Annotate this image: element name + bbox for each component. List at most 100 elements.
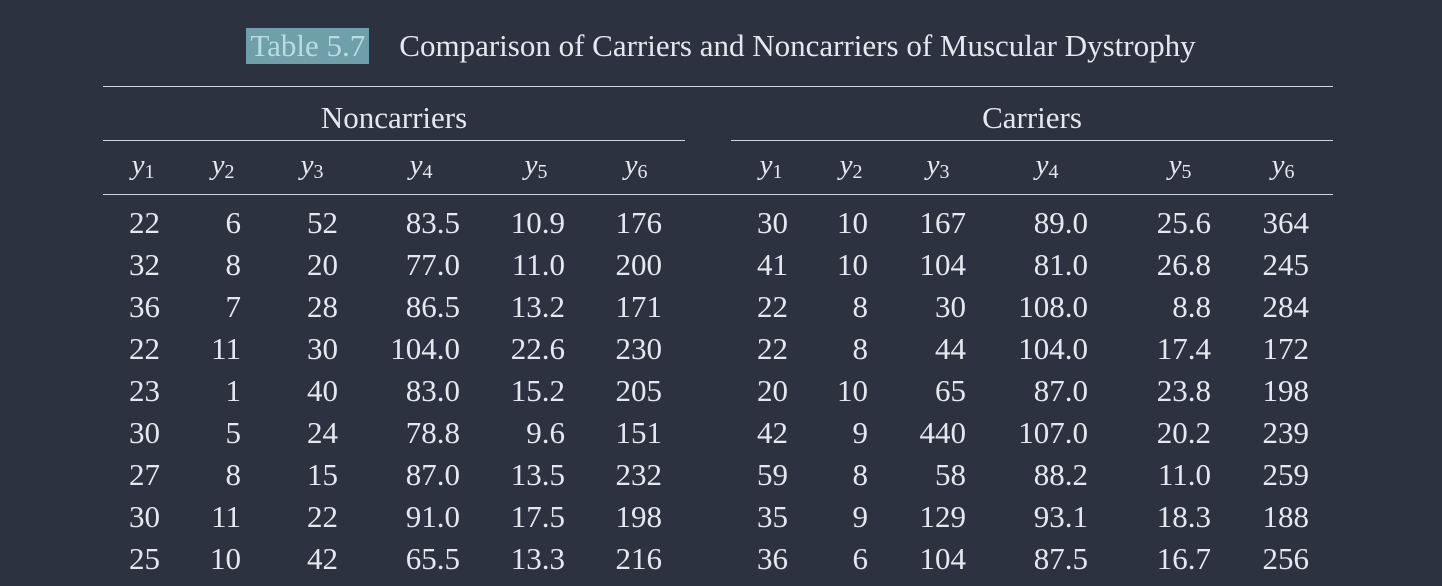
table-cell: 30 [307, 331, 338, 366]
table-cell: 10.9 [510, 205, 565, 240]
column-header-var: y [624, 149, 638, 181]
table-cell: 91.0 [405, 499, 460, 534]
table-cell: 24 [307, 415, 338, 450]
column-header-var: y [524, 149, 538, 181]
table-cell: 172 [1262, 331, 1310, 366]
table-cell: 232 [615, 457, 663, 492]
table-cell: 440 [919, 415, 967, 450]
column-header-var: y [409, 149, 423, 181]
table-cell: 22 [757, 331, 788, 366]
table-cell: 20 [307, 247, 338, 282]
table-cell: 256 [1262, 541, 1310, 576]
table-row: 22 11 30 104.0 22.6 230 22 8 44 104.0 17.4 172 [0, 328, 1442, 370]
table-cell: 129 [919, 499, 967, 534]
column-header-var: y [759, 149, 773, 181]
table-cell: 22 [129, 205, 160, 240]
column-header-subscript: 1 [144, 161, 155, 183]
table-row: 23 1 40 83.0 15.2 205 20 10 65 87.0 23.8 198 [0, 370, 1442, 412]
carriers-group-rule [731, 140, 1333, 141]
column-header-subscript: 3 [939, 161, 950, 183]
table-cell: 32 [129, 247, 160, 282]
column-header-subscript: 1 [772, 161, 783, 183]
table-cell: 104 [919, 247, 967, 282]
table-cell: 284 [1262, 289, 1310, 324]
table-row: 32 8 20 77.0 11.0 200 41 10 104 81.0 26.8 245 [0, 244, 1442, 286]
table-cell: 15.2 [510, 373, 565, 408]
table-cell: 93.1 [1033, 499, 1088, 534]
table-cell: 44 [935, 331, 966, 366]
group-heading-noncarriers: Noncarriers [320, 100, 468, 135]
table-cell: 11.0 [1157, 457, 1211, 492]
table-row: 30 5 24 78.8 9.6 151 42 9 440 107.0 20.2 239 [0, 412, 1442, 454]
column-header-subscript: 2 [852, 161, 863, 183]
table-cell: 10 [837, 247, 868, 282]
table-cell: 87.0 [1033, 373, 1088, 408]
table-cell: 35 [757, 499, 788, 534]
column-header-carriers-y5: y5 [1140, 146, 1220, 187]
table-cell: 77.0 [405, 247, 460, 282]
table-cell: 58 [935, 457, 966, 492]
table-cell: 36 [129, 289, 160, 324]
column-header-carriers-y4: y4 [1007, 146, 1087, 187]
column-header-var: y [1271, 149, 1285, 181]
table-cell: 88.2 [1033, 457, 1088, 492]
table-cell: 10 [837, 205, 868, 240]
table-cell: 86.5 [405, 289, 460, 324]
table-cell: 30 [757, 205, 788, 240]
table-cell: 42 [307, 541, 338, 576]
table-cell: 22.6 [510, 331, 565, 366]
column-header-subscript: 2 [224, 161, 235, 183]
table-cell: 205 [615, 373, 663, 408]
column-header-subscript: 4 [1048, 161, 1059, 183]
table-cell: 5 [225, 415, 242, 450]
column-header-carriers-y6: y6 [1243, 146, 1323, 187]
table-cell: 17.4 [1156, 331, 1211, 366]
table-cell: 27 [129, 457, 160, 492]
table-cell: 22 [129, 331, 160, 366]
table-cell: 42 [757, 415, 788, 450]
table-cell: 11 [211, 331, 241, 366]
table-cell: 20.2 [1156, 415, 1211, 450]
table-cell: 176 [615, 205, 663, 240]
top-rule [103, 86, 1333, 87]
table-cell: 6 [852, 541, 869, 576]
table-cell: 13.2 [510, 289, 565, 324]
table-cell: 30 [129, 499, 160, 534]
table-cell: 9.6 [526, 415, 565, 450]
table-cell: 23.8 [1156, 373, 1211, 408]
column-header-noncarriers-y6: y6 [596, 146, 676, 187]
table-cell: 245 [1262, 247, 1310, 282]
table-cell: 167 [919, 205, 967, 240]
column-header-var: y [1035, 149, 1049, 181]
table-cell: 259 [1262, 457, 1310, 492]
table-cell: 20 [757, 373, 788, 408]
noncarriers-group-rule [103, 140, 685, 141]
column-header-var: y [131, 149, 145, 181]
column-header-subscript: 3 [313, 161, 324, 183]
table-cell: 28 [307, 289, 338, 324]
table-body: 22 6 52 83.5 10.9 176 30 10 167 89.0 25.6 364 32 8 20 7… [0, 202, 1442, 580]
table-cell: 198 [1262, 373, 1310, 408]
table-cell: 8 [852, 289, 869, 324]
table-title: Comparison of Carriers and Noncarriers o… [399, 28, 1196, 63]
table-cell: 151 [615, 415, 663, 450]
table-cell: 107.0 [1018, 415, 1088, 450]
column-header-noncarriers-y1: y1 [103, 146, 183, 187]
table-row: 22 6 52 83.5 10.9 176 30 10 167 89.0 25.6 364 [0, 202, 1442, 244]
table-cell: 6 [225, 205, 242, 240]
column-header-carriers-y2: y2 [811, 146, 891, 187]
column-header-noncarriers-y2: y2 [183, 146, 263, 187]
table-row: 27 8 15 87.0 13.5 232 59 8 58 88.2 11.0 259 [0, 454, 1442, 496]
table-cell: 65.5 [405, 541, 460, 576]
table-cell: 65 [935, 373, 966, 408]
column-header-carriers-y1: y1 [731, 146, 811, 187]
table-cell: 239 [1262, 415, 1310, 450]
table-cell: 23 [129, 373, 160, 408]
column-header-var: y [839, 149, 853, 181]
table-cell: 30 [129, 415, 160, 450]
table-cell: 8 [852, 331, 869, 366]
table-cell: 17.5 [510, 499, 565, 534]
column-header-var: y [1168, 149, 1182, 181]
table-cell: 104.0 [1018, 331, 1088, 366]
table-cell: 230 [615, 331, 663, 366]
